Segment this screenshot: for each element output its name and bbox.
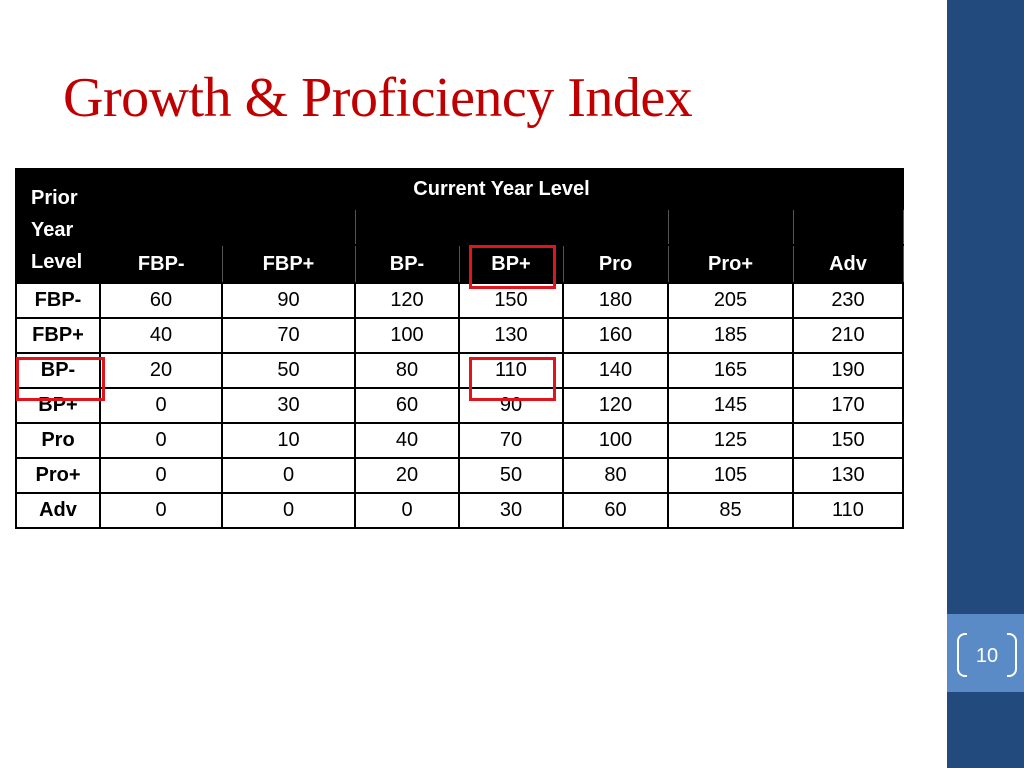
table-row: Pro 0 10 40 70 100 125 150 — [15, 422, 904, 459]
table-cell: 60 — [562, 492, 669, 529]
table-cell: 0 — [354, 492, 460, 529]
table-cell: 130 — [792, 457, 904, 494]
page-number-box — [947, 614, 1024, 692]
table-cell: 170 — [792, 387, 904, 424]
row-label: FBP- — [15, 282, 101, 319]
row-label: Adv — [15, 492, 101, 529]
table-cell: 60 — [354, 387, 460, 424]
row-label: Pro+ — [15, 457, 101, 494]
table-cell: 150 — [458, 282, 564, 319]
table-cell: 0 — [221, 457, 356, 494]
table-cell: 0 — [99, 422, 223, 459]
table-cell: 100 — [562, 422, 669, 459]
header-spacer — [99, 208, 356, 246]
table-cell: 90 — [221, 282, 356, 319]
current-year-level-header: Current Year Level — [99, 168, 904, 210]
header-spacer — [667, 208, 794, 246]
table-cell: 150 — [792, 422, 904, 459]
table-cell: 80 — [354, 352, 460, 389]
page-number-text: 10 — [975, 644, 999, 667]
table-cell: 120 — [354, 282, 460, 319]
table-cell: 230 — [792, 282, 904, 319]
table-cell: 0 — [221, 492, 356, 529]
column-header: BP+ — [458, 244, 564, 284]
row-label: BP+ — [15, 387, 101, 424]
table-cell: 20 — [99, 352, 223, 389]
table-cell: 190 — [792, 352, 904, 389]
column-header: Pro — [562, 244, 669, 284]
table-row: Pro+ 0 0 20 50 80 105 130 — [15, 457, 904, 494]
table-cell: 60 — [99, 282, 223, 319]
column-header: FBP+ — [221, 244, 356, 284]
table-cell: 140 — [562, 352, 669, 389]
right-brace-icon — [1007, 633, 1017, 677]
row-label: BP- — [15, 352, 101, 389]
row-label: Pro — [15, 422, 101, 459]
table-cell: 0 — [99, 457, 223, 494]
table-cell: 160 — [562, 317, 669, 354]
table-cell: 110 — [792, 492, 904, 529]
table-cell: 0 — [99, 492, 223, 529]
table-cell: 85 — [667, 492, 794, 529]
table-row: BP- 20 50 80 110 140 165 190 — [15, 352, 904, 389]
column-header: Pro+ — [667, 244, 794, 284]
left-brace-icon — [957, 633, 967, 677]
growth-proficiency-table: Prior Year Level Current Year Level FBP-… — [15, 168, 904, 529]
row-label: FBP+ — [15, 317, 101, 354]
table-cell: 165 — [667, 352, 794, 389]
table-cell: 90 — [458, 387, 564, 424]
table-cell: 50 — [221, 352, 356, 389]
table-cell: 100 — [354, 317, 460, 354]
column-header: BP- — [354, 244, 460, 284]
table-cell: 125 — [667, 422, 794, 459]
table-cell: 110 — [458, 352, 564, 389]
header-spacer — [354, 208, 669, 246]
column-header: FBP- — [99, 244, 223, 284]
table-cell: 105 — [667, 457, 794, 494]
table-cell: 180 — [562, 282, 669, 319]
table-cell: 70 — [458, 422, 564, 459]
prior-year-level-line-3: Level — [31, 251, 83, 273]
table-row: FBP- 60 90 120 150 180 205 230 — [15, 282, 904, 319]
prior-year-level-line-2: Year — [31, 219, 74, 241]
table-cell: 50 — [458, 457, 564, 494]
header-spacer — [792, 208, 904, 246]
prior-year-level-line-1: Prior — [31, 187, 78, 209]
table-cell: 40 — [99, 317, 223, 354]
table-cell: 30 — [458, 492, 564, 529]
table-cell: 40 — [354, 422, 460, 459]
table-cell: 185 — [667, 317, 794, 354]
table-cell: 130 — [458, 317, 564, 354]
table-cell: 10 — [221, 422, 356, 459]
prior-year-level-header: Prior Year Level — [15, 168, 101, 284]
table-cell: 0 — [99, 387, 223, 424]
table-row: BP+ 0 30 60 90 120 145 170 — [15, 387, 904, 424]
table-cell: 210 — [792, 317, 904, 354]
table-row: Adv 0 0 0 30 60 85 110 — [15, 492, 904, 529]
slide-title: Growth & Proficiency Index — [63, 67, 693, 129]
table-cell: 205 — [667, 282, 794, 319]
table-cell: 30 — [221, 387, 356, 424]
table-cell: 145 — [667, 387, 794, 424]
column-header: Adv — [792, 244, 904, 284]
table-row: FBP+ 40 70 100 130 160 185 210 — [15, 317, 904, 354]
table-cell: 120 — [562, 387, 669, 424]
table-cell: 20 — [354, 457, 460, 494]
table-cell: 80 — [562, 457, 669, 494]
table-cell: 70 — [221, 317, 356, 354]
page-number: 10 — [957, 633, 1017, 679]
